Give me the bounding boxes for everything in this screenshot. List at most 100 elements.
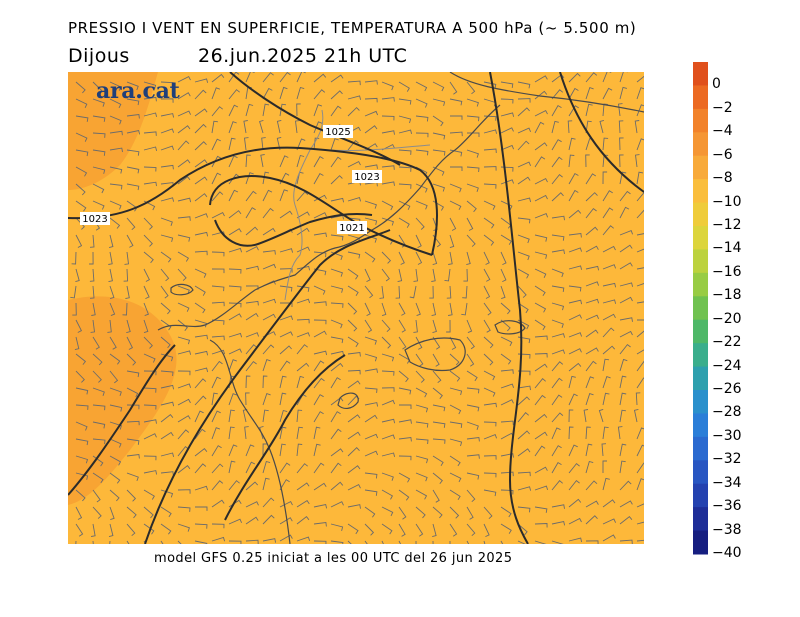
wind-barb <box>602 282 617 288</box>
colorbar-tick-label: −12 <box>712 217 742 233</box>
wind-barb <box>585 72 598 83</box>
wind-barb <box>160 98 174 103</box>
wind-barb <box>313 73 327 83</box>
isobar-label: 1023 <box>352 170 382 183</box>
wind-barb <box>500 453 514 458</box>
wind-barb <box>262 477 270 491</box>
wind-barb <box>211 251 225 257</box>
wind-barb <box>517 448 531 457</box>
wind-barb <box>228 121 237 134</box>
wind-barb <box>551 302 565 311</box>
wind-barb <box>619 137 624 151</box>
wind-barb <box>211 349 226 355</box>
wind-barb <box>228 268 242 274</box>
wind-barb <box>109 438 122 448</box>
wind-barb <box>534 431 548 440</box>
wind-barb <box>364 302 371 317</box>
colorbar-swatch <box>693 413 708 438</box>
wind-barb <box>126 404 140 410</box>
wind-barb <box>534 523 548 528</box>
wind-barb <box>347 95 362 100</box>
wind-barb <box>194 89 207 100</box>
wind-barb <box>636 75 644 83</box>
wind-barb <box>211 155 222 168</box>
wind-barb <box>415 200 428 210</box>
colorbar-tick-label: −34 <box>712 474 742 491</box>
wind-barb <box>160 471 174 476</box>
wind-barb <box>126 319 131 334</box>
wind-barb <box>466 387 480 394</box>
wind-barb <box>143 523 155 535</box>
colorbar-swatch <box>693 108 708 133</box>
wind-barb <box>126 183 140 191</box>
wind-barb <box>466 454 480 459</box>
wind-barb <box>194 506 208 511</box>
wind-barb <box>75 132 88 142</box>
wind-barb <box>364 450 379 457</box>
wind-barb <box>432 98 446 107</box>
wind-barb <box>398 81 410 92</box>
wind-barb <box>194 334 208 340</box>
wind-barb <box>228 460 236 474</box>
wind-barb <box>500 399 514 406</box>
wind-barb <box>602 518 617 525</box>
wind-barb <box>108 251 113 265</box>
wind-barb <box>415 183 428 193</box>
wind-barb <box>143 336 153 349</box>
wind-barb <box>177 302 190 312</box>
wind-barb <box>279 462 291 474</box>
wind-barb <box>330 319 343 329</box>
wind-barb <box>585 515 598 525</box>
wind-barb <box>483 434 498 440</box>
wind-barb <box>634 120 640 134</box>
wind-barb <box>126 523 136 537</box>
wind-barb <box>397 268 403 283</box>
wind-barb <box>126 166 140 174</box>
wind-barb <box>500 285 506 300</box>
wind-barb <box>330 362 344 372</box>
wind-barb <box>534 335 548 341</box>
wind-barb <box>398 436 412 442</box>
wind-barb <box>211 301 225 307</box>
wind-barb <box>313 521 327 527</box>
wind-barb <box>92 472 104 484</box>
wind-barb <box>228 426 235 440</box>
wind-barb <box>92 98 105 107</box>
wind-barb <box>415 472 428 482</box>
wind-barb <box>228 189 239 202</box>
colorbar-tick-label: −16 <box>712 263 742 280</box>
wind-barb <box>517 268 530 279</box>
wind-barb <box>399 404 412 409</box>
map-area: 1025 1023 1021 1023 <box>68 72 644 544</box>
wind-barb <box>636 171 644 185</box>
wind-barb <box>75 421 88 431</box>
wind-barb <box>245 226 259 236</box>
wind-barb <box>279 534 293 542</box>
wind-barb <box>636 539 644 542</box>
wind-barb <box>143 319 149 334</box>
wind-barb <box>245 444 255 457</box>
wind-barb <box>446 319 451 333</box>
wind-barb <box>109 130 123 136</box>
svg-text:1021: 1021 <box>339 223 364 234</box>
wind-barb <box>177 216 191 221</box>
wind-barb <box>330 448 344 457</box>
wind-barbs <box>70 72 644 544</box>
wind-barb <box>568 209 582 219</box>
wind-barb <box>448 251 453 265</box>
wind-barb <box>160 164 174 170</box>
wind-barb <box>567 120 573 134</box>
wind-barb <box>602 376 611 389</box>
wind-barb <box>551 319 564 328</box>
wind-barb <box>568 393 578 406</box>
wind-barb <box>347 302 358 315</box>
wind-barb <box>432 81 445 92</box>
wind-barb <box>517 370 531 376</box>
wind-barb <box>330 175 343 185</box>
wind-barb <box>551 215 565 221</box>
wind-barb <box>330 523 344 532</box>
svg-text:1023: 1023 <box>82 214 107 225</box>
wind-barb <box>500 336 513 347</box>
wind-barb <box>381 399 396 406</box>
wind-barb <box>279 86 288 100</box>
